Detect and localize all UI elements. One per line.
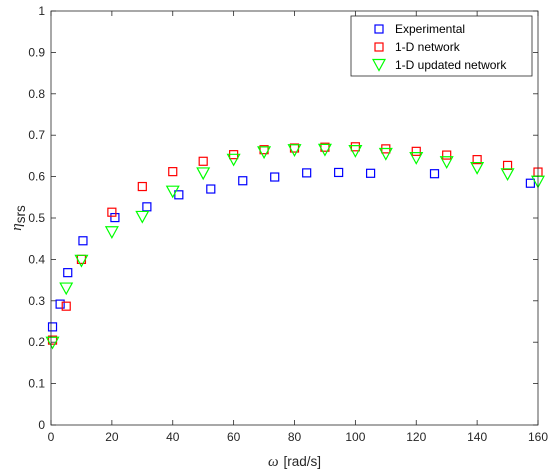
data-markers — [45, 142, 546, 350]
x-axis-label: ω [rad/s] — [268, 454, 321, 470]
data-point — [287, 144, 302, 158]
x-tick-label: 20 — [105, 430, 119, 444]
data-point — [348, 145, 363, 158]
x-tick-label: 140 — [467, 430, 487, 444]
y-tick-label: 0.7 — [28, 128, 45, 142]
y-axis-ticks: 0 0.1 0.2 0.3 0.4 0.5 0.6 0.7 0.8 0.9 1 — [28, 4, 538, 432]
data-point — [317, 143, 332, 157]
data-point — [378, 147, 393, 161]
data-point — [74, 254, 89, 268]
data-point — [226, 153, 241, 167]
data-point — [196, 167, 211, 181]
x-axis-symbol: ω — [268, 454, 279, 470]
x-tick-label: 40 — [166, 430, 180, 444]
y-tick-label: 1 — [38, 4, 45, 18]
plot-frame — [50, 10, 539, 426]
legend-marker — [374, 24, 384, 34]
data-point — [78, 236, 88, 246]
data-point — [302, 168, 312, 178]
data-point — [365, 168, 376, 178]
data-point — [110, 212, 120, 223]
data-point — [206, 184, 216, 194]
legend-label: Experimental — [395, 22, 465, 36]
data-point — [59, 282, 74, 296]
legend: Experimental 1-D network 1-D updated netwo… — [350, 15, 533, 77]
data-point — [350, 142, 360, 152]
y-axis-symbol: η — [9, 223, 25, 230]
data-point — [470, 161, 485, 175]
y-tick-label: 0.3 — [28, 294, 45, 308]
x-tick-label: 160 — [528, 430, 548, 444]
y-tick-label: 0.5 — [28, 211, 45, 225]
y-tick-label: 0.1 — [28, 377, 45, 391]
data-point — [409, 152, 424, 165]
series-2 — [45, 143, 546, 350]
legend-label: 1-D updated network — [395, 58, 507, 72]
x-tick-label: 100 — [345, 430, 365, 444]
y-tick-label: 0.8 — [28, 87, 45, 101]
legend-marker — [371, 58, 387, 72]
data-point — [45, 336, 60, 350]
y-tick-label: 0.6 — [28, 170, 45, 184]
data-point — [502, 160, 513, 171]
data-point — [104, 226, 119, 240]
x-tick-label: 80 — [288, 430, 302, 444]
data-point — [525, 178, 535, 188]
data-point — [439, 156, 454, 170]
data-point — [135, 210, 150, 224]
y-tick-label: 0 — [38, 418, 45, 432]
x-axis-unit: [rad/s] — [284, 454, 322, 469]
data-point — [238, 176, 248, 186]
data-point — [198, 156, 208, 166]
data-point — [257, 146, 272, 160]
data-point — [472, 155, 482, 165]
x-tick-label: 120 — [406, 430, 426, 444]
data-point — [500, 168, 515, 182]
data-point — [142, 202, 152, 212]
data-point — [61, 301, 71, 311]
y-axis-label: ηsrs — [9, 205, 28, 231]
x-tick-label: 60 — [227, 430, 241, 444]
data-point — [334, 167, 344, 178]
plot-area — [51, 11, 538, 425]
data-point — [107, 207, 117, 217]
data-point — [270, 172, 280, 182]
legend-marker — [374, 42, 384, 52]
data-point — [442, 150, 452, 160]
data-point — [137, 181, 147, 192]
data-point — [165, 185, 180, 199]
data-point — [429, 169, 440, 179]
data-point — [411, 146, 421, 156]
data-point — [55, 299, 65, 309]
data-point — [174, 190, 184, 200]
x-tick-label: 0 — [48, 430, 55, 444]
x-axis-ticks: 0 20 40 60 80 100 120 140 160 — [48, 11, 548, 444]
data-point — [168, 167, 178, 177]
y-tick-label: 0.9 — [28, 45, 45, 59]
y-axis-subscript: srs — [13, 205, 28, 223]
data-point — [63, 268, 73, 278]
series-0 — [47, 167, 535, 332]
legend-label: 1-D network — [395, 40, 461, 54]
y-tick-label: 0.2 — [28, 335, 45, 349]
data-point — [47, 322, 58, 332]
y-tick-label: 0.4 — [28, 252, 45, 266]
